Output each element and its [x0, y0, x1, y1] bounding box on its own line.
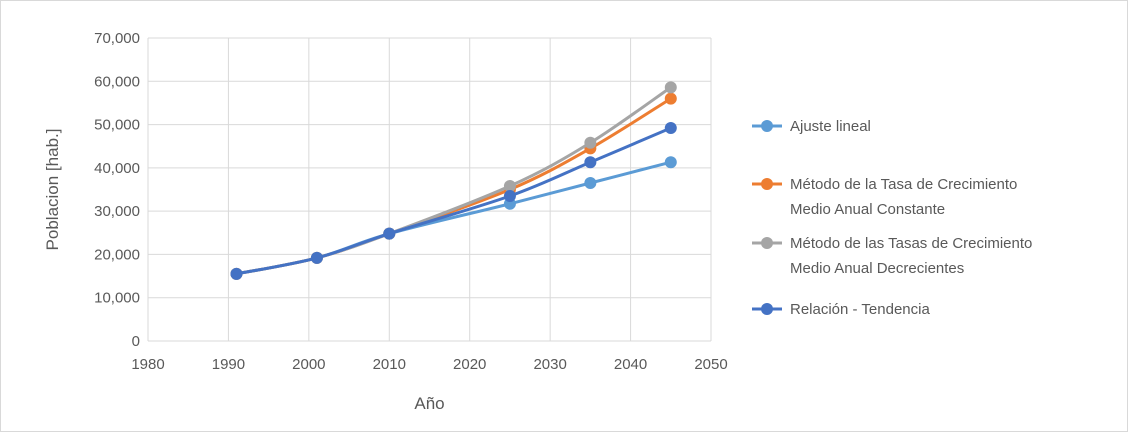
legend-label: Medio Anual Decrecientes [790, 260, 964, 277]
x-tick-label: 2000 [292, 356, 325, 373]
x-tick-label: 2010 [373, 356, 406, 373]
y-tick-label: 60,000 [94, 73, 140, 90]
legend-label: Ajuste lineal [790, 118, 871, 135]
legend-swatch-marker [761, 303, 773, 315]
x-tick-label: 2050 [694, 356, 727, 373]
data-point [383, 227, 396, 240]
legend-item: Método de la Tasa de Crecimiento Medio An… [752, 176, 1017, 218]
data-point [664, 122, 677, 135]
legend-label: Relación - Tendencia [790, 301, 930, 318]
grid [147, 37, 712, 342]
series-line [236, 86, 672, 276]
y-axis-title: Poblacion [hab.] [43, 129, 62, 251]
data-point [503, 180, 516, 193]
data-point [664, 81, 677, 94]
legend-label: Método de las Tasas de Crecimiento [790, 235, 1032, 252]
data-point [503, 189, 516, 202]
x-axis-title: Año [414, 394, 444, 413]
y-tick-label: 50,000 [94, 117, 140, 134]
legend-item: Método de las Tasas de Crecimiento Medio … [752, 235, 1032, 277]
data-point [584, 177, 597, 190]
legend: Ajuste lineal Método de la Tasa de Crecim… [752, 118, 1032, 318]
x-tick-label: 2020 [453, 356, 486, 373]
x-tick-label: 2030 [533, 356, 566, 373]
y-tick-label: 70,000 [94, 30, 140, 47]
legend-swatch-marker [761, 178, 773, 190]
series-1 [230, 92, 677, 280]
legend-swatch-marker [761, 120, 773, 132]
data-point [310, 251, 323, 264]
y-tick-label: 10,000 [94, 290, 140, 307]
x-tick-label: 1990 [212, 356, 245, 373]
data-point [230, 267, 243, 280]
legend-swatch-marker [761, 237, 773, 249]
series-2 [230, 81, 677, 280]
legend-item: Relación - Tendencia [752, 301, 930, 318]
legend-label: Método de la Tasa de Crecimiento [790, 176, 1017, 193]
data-point [664, 92, 677, 105]
data-point [584, 136, 597, 149]
legend-label: Medio Anual Constante [790, 201, 945, 218]
series-line [236, 126, 672, 276]
series-plot [230, 81, 677, 280]
y-tick-label: 40,000 [94, 160, 140, 177]
tick-labels: 0 10,000 20,000 30,000 40,000 50,000 60,000 70,… [94, 30, 728, 373]
data-point [664, 156, 677, 169]
y-tick-label: 30,000 [94, 203, 140, 220]
y-tick-label: 0 [132, 333, 140, 350]
data-point [584, 156, 597, 169]
legend-item: Ajuste lineal [752, 118, 871, 135]
series-line [236, 160, 672, 276]
series-3 [230, 122, 677, 280]
y-tick-label: 20,000 [94, 246, 140, 263]
x-tick-label: 1980 [131, 356, 164, 373]
x-tick-label: 2040 [614, 356, 647, 373]
